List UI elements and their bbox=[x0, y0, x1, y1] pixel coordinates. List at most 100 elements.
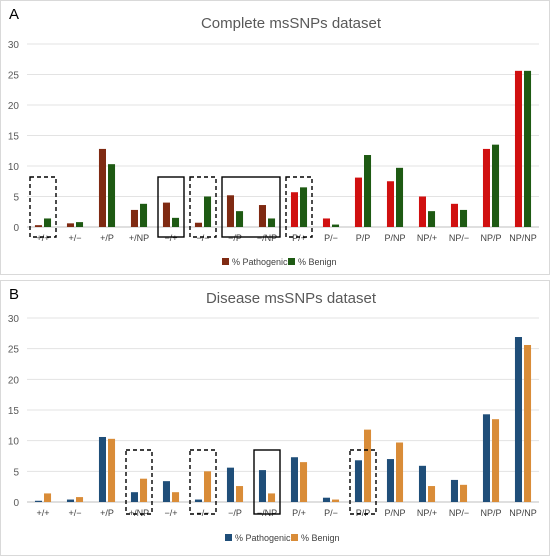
bar-pathogenic-10 bbox=[354, 460, 362, 502]
y-tick-label: 25 bbox=[8, 345, 20, 356]
bar-benign-10 bbox=[364, 155, 372, 227]
bar-benign-6 bbox=[236, 486, 244, 502]
bar-benign-13 bbox=[460, 484, 468, 502]
chart-title: Complete msSNPs dataset bbox=[201, 15, 382, 32]
x-tick-label: NP/− bbox=[449, 233, 469, 243]
bar-benign-5 bbox=[204, 471, 212, 502]
bar-benign-7 bbox=[268, 218, 276, 227]
bar-pathogenic-11 bbox=[386, 459, 394, 502]
panel-label: B bbox=[9, 286, 19, 303]
y-tick-label: 5 bbox=[13, 193, 19, 204]
bar-pathogenic-5 bbox=[194, 222, 202, 227]
y-tick-label: 15 bbox=[8, 132, 20, 143]
panel-b: B Disease msSNPs dataset 0 5 10 15 20 25 30 +/+ +/… bbox=[0, 280, 550, 556]
panel-label: A bbox=[9, 6, 19, 23]
x-tick-label: P/P bbox=[356, 233, 371, 243]
bar-benign-5 bbox=[204, 196, 212, 227]
y-tick-label: 10 bbox=[8, 162, 20, 173]
bar-benign-8 bbox=[300, 187, 308, 227]
bar-benign-12 bbox=[428, 486, 436, 502]
bar-pathogenic-7 bbox=[258, 205, 266, 227]
bar-benign-1 bbox=[76, 497, 84, 502]
bar-pathogenic-3 bbox=[130, 492, 138, 502]
bar-pathogenic-9 bbox=[322, 218, 330, 227]
bar-pathogenic-13 bbox=[450, 479, 458, 502]
legend-label-0: % Pathogenic bbox=[235, 533, 291, 543]
highlight-box-dashed bbox=[285, 176, 313, 238]
x-tick-label: −/NP bbox=[257, 233, 277, 243]
bar-benign-13 bbox=[460, 209, 468, 227]
x-tick-label: −/+ bbox=[164, 508, 177, 518]
bar-pathogenic-5 bbox=[194, 499, 202, 502]
panel-a: A Complete msSNPs dataset 0 5 10 15 20 25 30 +/+ +… bbox=[0, 0, 550, 275]
x-tick-label: P/NP bbox=[384, 508, 405, 518]
bar-pathogenic-9 bbox=[322, 497, 330, 502]
x-tick-label: −/P bbox=[228, 233, 242, 243]
y-tick-label: 5 bbox=[13, 467, 19, 478]
highlight-box-dashed bbox=[189, 449, 217, 515]
legend-swatch-0 bbox=[225, 534, 232, 541]
y-tick-label: 30 bbox=[8, 314, 20, 325]
highlight-box-dashed bbox=[29, 176, 57, 238]
legend-swatch-1 bbox=[288, 258, 295, 265]
x-tick-label: +/P bbox=[100, 508, 114, 518]
x-tick-label: NP/NP bbox=[509, 233, 537, 243]
legend-swatch-0 bbox=[222, 258, 229, 265]
x-tick-label: +/NP bbox=[129, 508, 149, 518]
x-tick-label: −/− bbox=[196, 508, 209, 518]
bar-benign-8 bbox=[300, 462, 308, 502]
bar-pathogenic-13 bbox=[450, 203, 458, 227]
bar-pathogenic-0 bbox=[34, 225, 42, 227]
legend-label-0: % Pathogenic bbox=[232, 257, 288, 267]
chart-title: Disease msSNPs dataset bbox=[206, 290, 377, 307]
bar-benign-6 bbox=[236, 211, 244, 227]
x-tick-label: −/P bbox=[228, 508, 242, 518]
x-tick-label: +/+ bbox=[36, 508, 49, 518]
y-tick-label: 10 bbox=[8, 437, 20, 448]
highlight-box-dashed bbox=[349, 449, 377, 515]
bar-benign-2 bbox=[108, 438, 116, 502]
y-tick-label: 30 bbox=[8, 40, 20, 51]
bar-pathogenic-15 bbox=[514, 337, 522, 502]
bar-pathogenic-6 bbox=[226, 195, 234, 227]
bar-benign-4 bbox=[172, 492, 180, 502]
highlight-box-solid bbox=[157, 176, 185, 238]
legend-label-1: % Benign bbox=[298, 257, 337, 267]
x-tick-label: NP/+ bbox=[417, 233, 437, 243]
x-tick-label: +/+ bbox=[36, 233, 49, 243]
x-tick-label: +/− bbox=[68, 233, 81, 243]
x-tick-label: +/P bbox=[100, 233, 114, 243]
bar-pathogenic-11 bbox=[386, 181, 394, 227]
bar-benign-0 bbox=[44, 493, 52, 502]
legend-swatch-1 bbox=[291, 534, 298, 541]
chart-b: B Disease msSNPs dataset 0 5 10 15 20 25 30 +/+ +/… bbox=[8, 286, 539, 543]
x-tick-label: NP/P bbox=[480, 508, 501, 518]
bar-benign-15 bbox=[524, 344, 532, 502]
bar-benign-7 bbox=[268, 493, 276, 502]
highlight-box-solid bbox=[221, 176, 281, 238]
bar-benign-2 bbox=[108, 164, 116, 227]
bar-benign-1 bbox=[76, 222, 84, 227]
y-tick-label: 25 bbox=[8, 71, 20, 82]
x-tick-label: NP/+ bbox=[417, 508, 437, 518]
chart-a: A Complete msSNPs dataset 0 5 10 15 20 25 30 +/+ +… bbox=[8, 6, 539, 267]
bar-benign-14 bbox=[492, 144, 500, 227]
bar-benign-14 bbox=[492, 419, 500, 502]
bar-benign-15 bbox=[524, 70, 532, 227]
bar-pathogenic-12 bbox=[418, 196, 426, 227]
bar-benign-3 bbox=[140, 203, 148, 227]
x-tick-label: −/+ bbox=[164, 233, 177, 243]
bar-pathogenic-14 bbox=[482, 414, 490, 502]
bar-benign-11 bbox=[396, 442, 404, 502]
highlight-box-dashed bbox=[125, 449, 153, 515]
bar-benign-0 bbox=[44, 218, 52, 227]
bar-pathogenic-14 bbox=[482, 148, 490, 227]
bar-pathogenic-15 bbox=[514, 70, 522, 227]
bar-pathogenic-6 bbox=[226, 467, 234, 502]
bar-pathogenic-3 bbox=[130, 209, 138, 227]
bar-benign-4 bbox=[172, 217, 180, 227]
bar-pathogenic-4 bbox=[162, 481, 170, 502]
bar-benign-9 bbox=[332, 224, 340, 227]
x-tick-label: −/− bbox=[196, 233, 209, 243]
